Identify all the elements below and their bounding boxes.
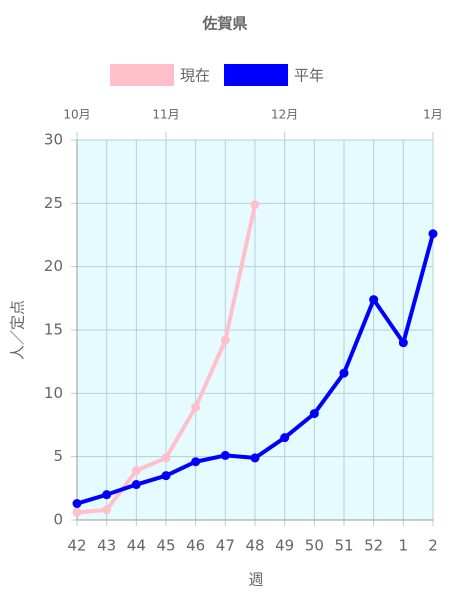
x-tick-label: 47: [216, 537, 235, 555]
y-tick-label: 10: [44, 384, 63, 402]
y-tick-label: 15: [44, 321, 63, 339]
x-tick-label: 1: [399, 537, 409, 555]
x-tick-label: 49: [275, 537, 294, 555]
y-tick-label: 25: [44, 194, 63, 212]
point: [131, 480, 141, 490]
y-tick-label: 0: [53, 511, 63, 529]
point: [220, 450, 230, 460]
point: [72, 507, 82, 517]
point: [72, 499, 82, 509]
legend-swatch: [224, 64, 289, 86]
y-tick-label: 20: [44, 257, 63, 275]
x-tick-label: 2: [428, 537, 438, 555]
point: [250, 453, 260, 463]
legend-swatch: [110, 64, 174, 86]
x-tick-label: 42: [67, 537, 86, 555]
y-tick-label: 5: [53, 447, 63, 465]
top-tick-label: 10月: [63, 108, 90, 122]
point: [131, 466, 141, 476]
top-tick-label: 1月: [423, 108, 443, 122]
point: [339, 368, 349, 378]
x-tick-label: 45: [156, 537, 175, 555]
point: [309, 409, 319, 419]
point: [220, 335, 230, 345]
x-tick-label: 52: [364, 537, 383, 555]
point: [369, 295, 379, 305]
x-tick-label: 48: [245, 537, 264, 555]
point: [102, 490, 112, 500]
x-tick-label: 51: [334, 537, 353, 555]
y-tick-label: 30: [44, 131, 63, 149]
chart-title: 佐賀県: [201, 15, 247, 33]
point: [428, 229, 438, 239]
x-tick-label: 43: [97, 537, 116, 555]
y-axis-title: 人／定点: [9, 300, 27, 360]
point: [191, 402, 201, 412]
point: [161, 471, 171, 481]
top-tick-label: 12月: [271, 108, 298, 122]
x-tick-label: 46: [186, 537, 205, 555]
legend-label: 現在: [180, 67, 210, 85]
legend-label: 平年: [294, 67, 324, 85]
x-tick-label: 50: [305, 537, 324, 555]
point: [161, 453, 171, 463]
point: [398, 338, 408, 348]
x-axis-title: 週: [248, 571, 263, 589]
point: [280, 433, 290, 443]
x-tick-label: 44: [127, 537, 146, 555]
point: [102, 505, 112, 515]
point: [191, 457, 201, 467]
point: [250, 200, 260, 210]
top-tick-label: 11月: [152, 108, 179, 122]
